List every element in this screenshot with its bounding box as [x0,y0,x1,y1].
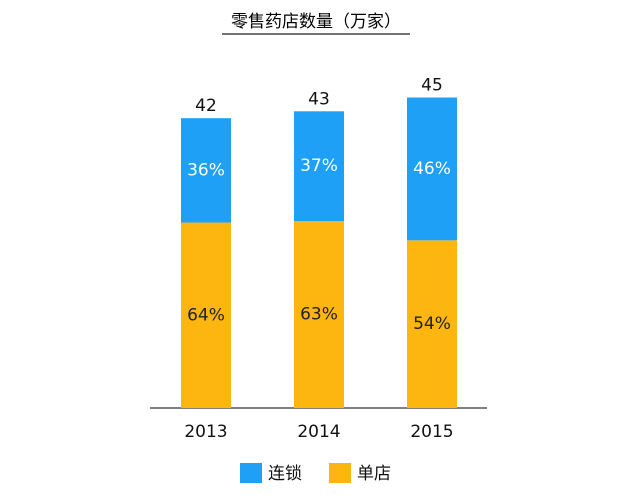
segment-label: 46% [413,159,451,179]
legend-label: 连锁 [268,464,302,484]
segment-label: 63% [300,305,338,325]
bar-segment [407,240,457,408]
x-tick-label: 2013 [184,422,227,442]
bar-segment [407,97,457,241]
total-label: 43 [308,89,330,109]
segment-label: 64% [187,305,225,325]
x-tick-label: 2015 [410,422,453,442]
x-tick-label: 2014 [297,422,340,442]
bar-segment [181,222,231,408]
bar-segment [294,111,344,222]
legend-swatch [329,463,351,483]
chart-title: 零售药店数量（万家） [231,12,401,32]
total-label: 45 [421,76,443,96]
segment-label: 37% [300,156,338,176]
bar-segment [294,221,344,408]
segment-label: 36% [187,160,225,180]
total-label: 42 [195,96,217,116]
bar-segment [181,118,231,223]
legend-label: 单店 [357,464,391,484]
segment-label: 54% [413,314,451,334]
legend-swatch [240,463,262,483]
